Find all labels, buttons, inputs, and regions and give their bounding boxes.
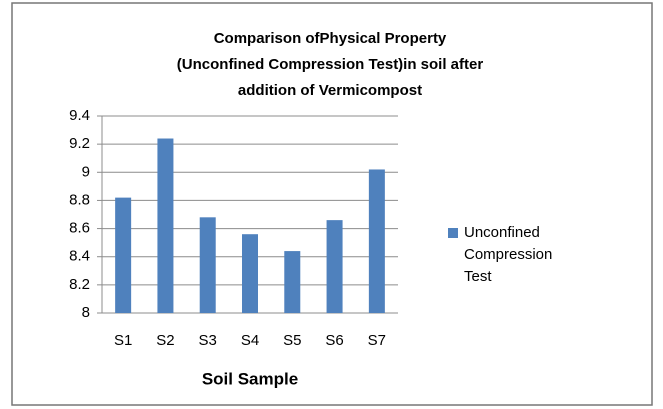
- x-tick-label: S2: [156, 332, 174, 349]
- bar: [326, 220, 343, 313]
- y-tick-label: 9.2: [69, 135, 90, 152]
- y-tick-label: 8.6: [69, 220, 90, 237]
- y-tick-label: 8.4: [69, 248, 90, 265]
- legend-swatch: [448, 228, 458, 238]
- bar: [199, 217, 216, 313]
- x-axis-label: Soil Sample: [202, 369, 298, 388]
- x-tick-label: S5: [283, 332, 301, 349]
- y-tick-label: 8: [82, 304, 90, 321]
- bar: [115, 197, 132, 313]
- y-tick-label: 8.2: [69, 276, 90, 293]
- y-tick-label: 8.8: [69, 191, 90, 208]
- x-tick-label: S3: [199, 332, 217, 349]
- x-tick-label: S1: [114, 332, 132, 349]
- x-tick-label: S6: [325, 332, 343, 349]
- bar: [157, 138, 174, 313]
- chart-title: Comparison ofPhysical Property (Unconfin…: [176, 30, 484, 99]
- y-tick-label: 9.4: [69, 107, 90, 124]
- legend-label: Unconfined Compression Test: [464, 224, 553, 285]
- bar: [368, 169, 385, 313]
- y-tick-label: 9: [82, 163, 90, 180]
- x-tick-label: S4: [241, 332, 259, 349]
- bar: [284, 251, 301, 313]
- x-tick-label: S7: [368, 332, 386, 349]
- bar: [242, 234, 258, 313]
